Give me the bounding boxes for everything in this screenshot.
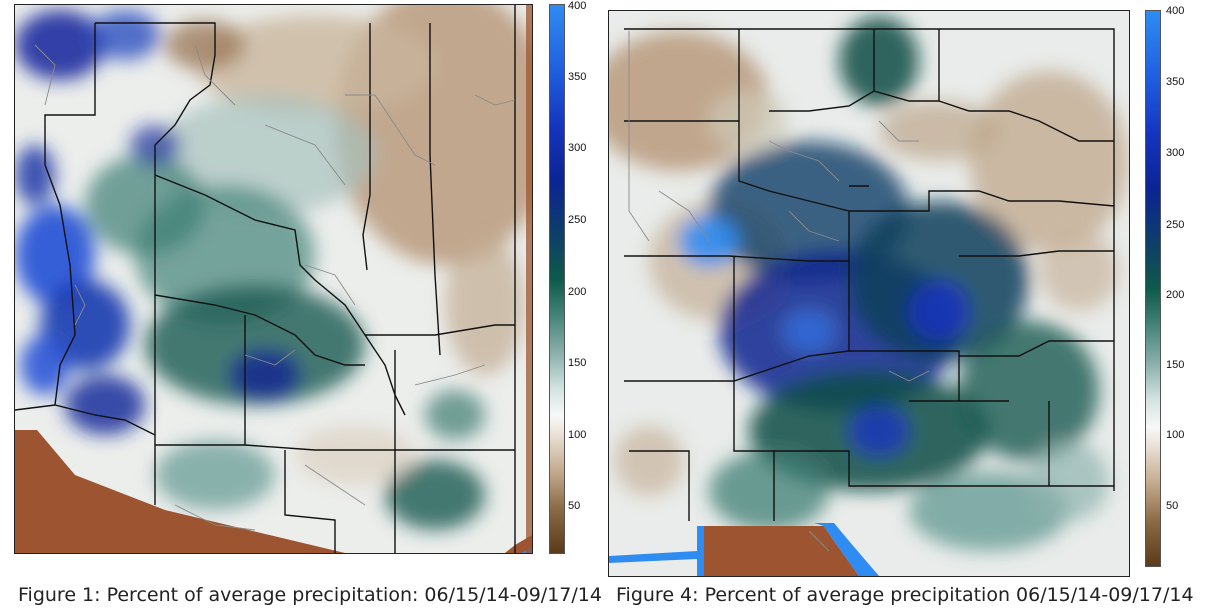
figure-4-panel: 400 350 300 250 200 150 100 50 Figure 4:… [600, 0, 1207, 609]
colorbar-tick: 100 [1166, 429, 1185, 441]
colorbar-tick: 200 [568, 286, 587, 298]
sub-boundaries [34, 44, 516, 531]
colorbar-tick: 250 [1166, 219, 1185, 231]
colorbar-tick: 250 [568, 214, 587, 226]
colorbar-tick: 50 [1166, 500, 1179, 512]
county-boundaries [15, 5, 516, 553]
colorbar-tick: 400 [568, 0, 587, 12]
colorbar-tick: 300 [1166, 147, 1185, 159]
colorbar-tick: 150 [568, 357, 587, 369]
no-data-area [704, 526, 859, 576]
no-data-area [15, 430, 345, 553]
colorbar-tick: 300 [568, 142, 587, 154]
colorbar-tick: 150 [1166, 359, 1185, 371]
precip-field [15, 5, 532, 530]
figure-4-colorbar [1145, 10, 1161, 567]
colorbar-tick: 200 [1166, 289, 1185, 301]
arizona-precip-map [15, 5, 532, 553]
figure-1-caption: Figure 1: Percent of average precipitati… [18, 584, 602, 606]
colorbar-tick: 350 [568, 71, 587, 83]
figure-4-map [608, 10, 1130, 577]
sub-boundaries [628, 31, 930, 552]
figure-1-map [14, 4, 533, 554]
new-mexico-precip-map [609, 11, 1129, 576]
colorbar-tick: 100 [568, 429, 587, 441]
colorbar-tick: 50 [568, 500, 581, 512]
precip-field [609, 16, 1129, 551]
county-boundaries [624, 28, 1115, 521]
figure-1-colorbar [549, 4, 565, 554]
colorbar-tick: 350 [1166, 76, 1185, 88]
figure-4-caption: Figure 4: Percent of average precipitati… [616, 584, 1194, 606]
colorbar-tick: 400 [1166, 5, 1185, 17]
figure-1-panel: 400 350 300 250 200 150 100 50 Figure 1:… [0, 0, 602, 609]
